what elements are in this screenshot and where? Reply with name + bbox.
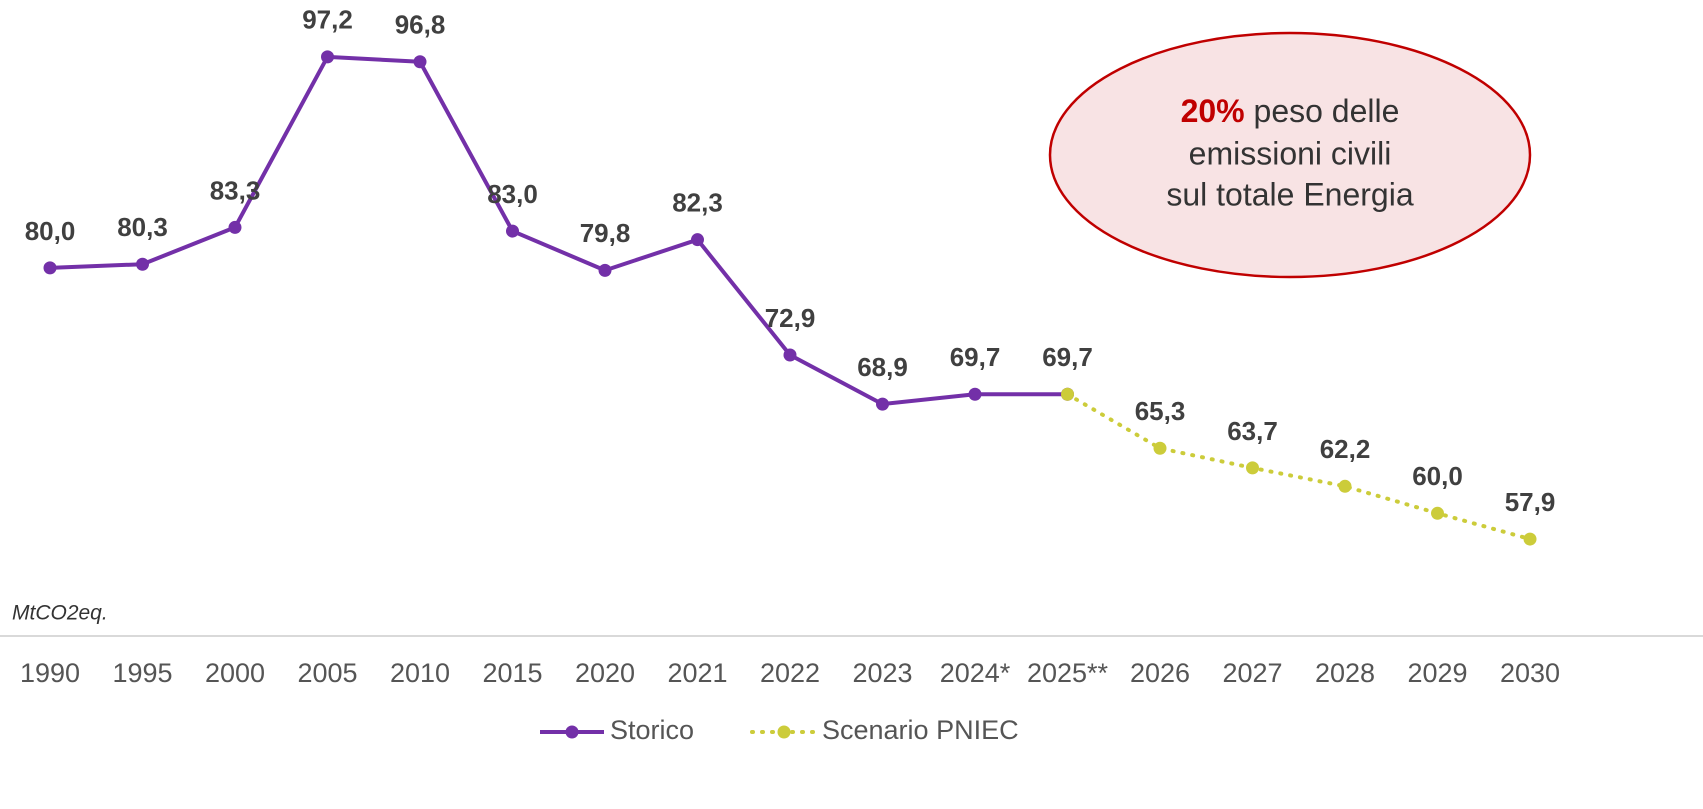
data-point <box>783 348 797 362</box>
data-point <box>691 233 704 247</box>
x-tick-label: 2000 <box>205 658 265 688</box>
annotation-text: peso delle <box>1254 93 1400 129</box>
data-point <box>968 387 982 401</box>
data-point <box>876 397 889 411</box>
data-point <box>506 224 519 238</box>
data-label: 57,9 <box>1505 487 1556 517</box>
legend-marker <box>777 725 791 739</box>
data-label: 65,3 <box>1135 396 1186 426</box>
data-label: 63,7 <box>1227 416 1278 446</box>
data-label: 79,8 <box>580 218 631 248</box>
data-label: 69,7 <box>1042 342 1093 372</box>
data-label: 60,0 <box>1412 461 1463 491</box>
data-point <box>228 220 242 234</box>
data-label: 83,0 <box>487 179 538 209</box>
data-point <box>321 50 334 64</box>
data-point <box>1246 461 1259 475</box>
series-line <box>49 54 1068 407</box>
x-tick-label: 2026 <box>1130 658 1190 688</box>
x-tick-label: 2024* <box>940 658 1011 688</box>
data-point <box>136 257 149 271</box>
data-label: 80,3 <box>117 212 168 242</box>
data-point <box>1153 441 1167 455</box>
series-line <box>1065 392 1532 542</box>
data-label: 69,7 <box>950 342 1001 372</box>
data-label: 80,0 <box>25 216 76 246</box>
data-label: 62,2 <box>1320 434 1371 464</box>
annotation-highlight: 20% <box>1181 93 1245 129</box>
x-tick-label: 2023 <box>852 658 912 688</box>
x-tick-label: 2022 <box>760 658 820 688</box>
data-label: 82,3 <box>672 188 723 218</box>
annotation-text: emissioni civili <box>1189 135 1392 171</box>
data-label: 68,9 <box>857 352 908 382</box>
y-axis-label: MtCO2eq. <box>12 602 108 625</box>
annotation-text: sul totale Energia <box>1166 176 1413 212</box>
annotation-line: 20% peso delle <box>1181 93 1400 129</box>
x-tick-label: 1990 <box>20 658 80 688</box>
data-point <box>43 261 57 275</box>
x-tick-label: 2027 <box>1222 658 1282 688</box>
x-tick-label: 2030 <box>1500 658 1560 688</box>
data-label: 72,9 <box>765 303 816 333</box>
x-tick-label: 2025** <box>1027 658 1109 688</box>
x-tick-label: 2020 <box>575 658 635 688</box>
data-point <box>1338 479 1352 493</box>
data-label: 96,8 <box>395 10 446 40</box>
x-tick-label: 1995 <box>112 658 172 688</box>
x-tick-label: 2029 <box>1407 658 1467 688</box>
data-label: 83,3 <box>210 175 261 205</box>
annotation-ellipse <box>1048 31 1532 279</box>
legend-label: Storico <box>610 715 694 745</box>
data-label: 97,2 <box>302 5 353 35</box>
data-point <box>413 55 427 69</box>
x-tick-label: 2005 <box>297 658 357 688</box>
x-tick-label: 2021 <box>667 658 727 688</box>
data-point <box>1061 387 1074 401</box>
legend-label: Scenario PNIEC <box>822 715 1019 745</box>
x-tick-label: 2028 <box>1315 658 1375 688</box>
data-point <box>1523 532 1537 546</box>
legend-marker <box>565 725 579 739</box>
data-point <box>598 263 612 277</box>
x-tick-label: 2010 <box>390 658 450 688</box>
x-tick-label: 2015 <box>482 658 542 688</box>
data-point <box>1431 506 1444 520</box>
